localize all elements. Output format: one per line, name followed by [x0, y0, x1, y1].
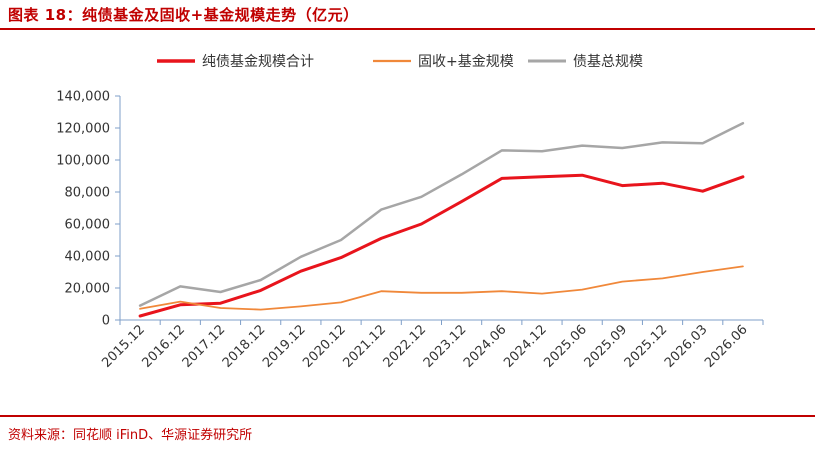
source-note: 资料来源：同花顺 iFinD、华源证券研究所	[8, 428, 253, 443]
x-tick-label: 2024.06	[461, 322, 510, 371]
x-tick-label: 2023.12	[421, 322, 470, 371]
y-tick-label: 20,000	[65, 282, 111, 297]
x-tick-label: 2025.09	[582, 322, 631, 371]
footer-divider	[0, 415, 815, 417]
x-tick-label: 2019.12	[260, 322, 309, 371]
x-tick-label: 2018.12	[220, 322, 269, 371]
series-line-3	[138, 121, 745, 307]
y-axis: 0 20,000 40,000 60,000 80,000 100,000 120,000 1…	[56, 90, 121, 329]
x-axis: 2015.122016.122017.122018.122019.122020.…	[99, 319, 764, 371]
legend-label-3: 债基总规模	[573, 53, 643, 70]
chart-legend: 纯债基金规模合计 固收+基金规模 债基总规模	[157, 53, 643, 70]
x-tick-label: 2024.12	[501, 322, 550, 371]
title-divider	[0, 28, 815, 30]
chart-series	[138, 121, 745, 318]
series-line-2	[139, 265, 744, 311]
legend-label-2: 固收+基金规模	[418, 53, 514, 70]
x-tick-label: 2017.12	[180, 322, 229, 371]
x-tick-label: 2022.12	[381, 322, 430, 371]
y-tick-label: 0	[102, 314, 110, 329]
figure-title: 图表 18：纯债基金及固收+基金规模走势（亿元）	[8, 6, 359, 24]
x-tick-label: 2016.12	[139, 322, 188, 371]
line-chart: 纯债基金规模合计 固收+基金规模 债基总规模 0 20,000 40,000 60,000…	[56, 53, 764, 371]
y-tick-label: 40,000	[65, 250, 111, 265]
y-tick-label: 80,000	[65, 186, 111, 201]
x-tick-label: 2020.12	[300, 322, 349, 371]
y-tick-label: 120,000	[56, 122, 110, 137]
y-tick-label: 100,000	[56, 154, 110, 169]
x-tick-label: 2025.12	[622, 322, 671, 371]
legend-label-1: 纯债基金规模合计	[202, 53, 314, 70]
x-tick-label: 2026.06	[702, 322, 751, 371]
x-tick-label: 2026.03	[662, 322, 711, 371]
series-line-1	[138, 173, 745, 318]
x-tick-label: 2025.06	[541, 322, 590, 371]
y-tick-label: 140,000	[56, 90, 110, 105]
x-tick-label: 2015.12	[99, 322, 148, 371]
y-tick-label: 60,000	[65, 218, 111, 233]
x-tick-label: 2021.12	[340, 322, 389, 371]
